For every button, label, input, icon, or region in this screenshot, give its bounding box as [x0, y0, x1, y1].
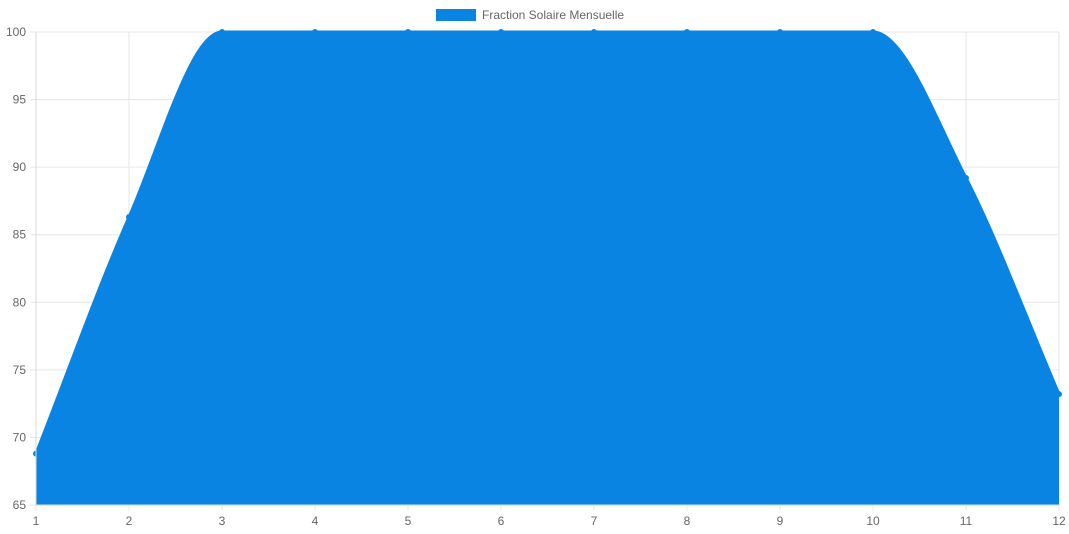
- y-tick-label: 95: [13, 93, 27, 107]
- x-tick-label: 9: [777, 514, 784, 528]
- legend[interactable]: Fraction Solaire Mensuelle: [436, 8, 624, 22]
- series-points: [33, 29, 1062, 457]
- data-point[interactable]: [777, 29, 783, 35]
- x-tick-label: 2: [126, 514, 133, 528]
- x-tick-label: 11: [960, 514, 973, 528]
- x-tick-label: 6: [498, 514, 505, 528]
- y-tick-label: 85: [13, 228, 27, 242]
- y-tick-label: 90: [13, 160, 27, 174]
- y-tick-label: 100: [6, 25, 26, 39]
- x-tick-label: 4: [312, 514, 319, 528]
- data-point[interactable]: [219, 29, 225, 35]
- series-area-fill: [36, 32, 1059, 505]
- x-tick-label: 3: [219, 514, 226, 528]
- x-tick-label: 1: [33, 514, 40, 528]
- data-point[interactable]: [591, 29, 597, 35]
- y-tick-label: 75: [13, 363, 27, 377]
- series-line: [34, 30, 1061, 455]
- data-point[interactable]: [870, 29, 876, 35]
- y-tick-label: 65: [13, 498, 27, 512]
- y-tick-label: 80: [13, 295, 27, 309]
- series-area: [34, 30, 1061, 505]
- data-point[interactable]: [1056, 391, 1062, 398]
- x-tick-label: 12: [1052, 514, 1066, 528]
- data-point[interactable]: [312, 29, 318, 35]
- data-point[interactable]: [126, 214, 132, 221]
- legend-swatch[interactable]: [436, 9, 476, 21]
- data-point[interactable]: [498, 29, 504, 35]
- y-tick-label: 70: [13, 430, 27, 444]
- x-tick-label: 10: [866, 514, 880, 528]
- data-point[interactable]: [405, 29, 411, 35]
- data-point[interactable]: [963, 174, 969, 181]
- legend-label[interactable]: Fraction Solaire Mensuelle: [482, 8, 624, 22]
- x-tick-label: 8: [684, 514, 691, 528]
- x-tick-label: 7: [591, 514, 598, 528]
- x-tick-label: 5: [405, 514, 412, 528]
- data-point[interactable]: [684, 29, 690, 35]
